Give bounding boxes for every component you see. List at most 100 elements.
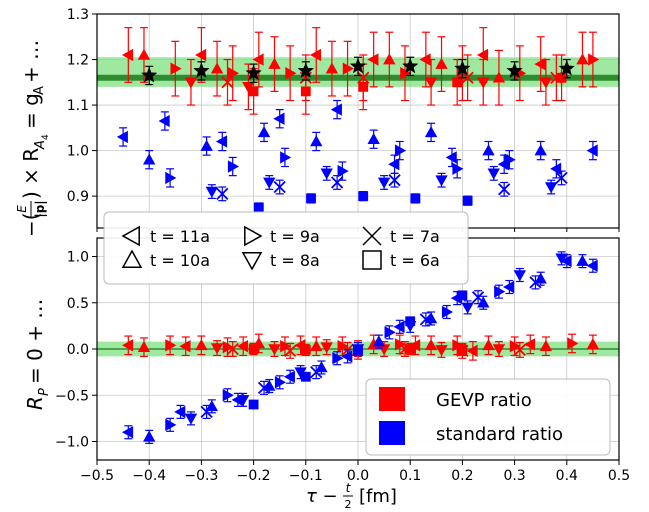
data-point — [300, 371, 311, 382]
data-point — [358, 191, 369, 202]
data-point — [143, 430, 156, 442]
data-point — [200, 405, 213, 419]
data-point — [492, 71, 506, 83]
series-standard-triangle-up — [143, 122, 547, 170]
data-point — [342, 62, 354, 75]
data-point — [216, 187, 229, 200]
data-point — [555, 253, 568, 265]
series-stars — [140, 56, 576, 86]
data-point — [457, 345, 468, 355]
data-point — [487, 168, 500, 180]
data-point — [309, 48, 322, 62]
data-point — [534, 144, 547, 156]
data-point — [137, 340, 151, 352]
data-point — [555, 171, 568, 185]
data-point — [567, 337, 579, 350]
data-point — [544, 182, 558, 194]
x-tick-label: −0.1 — [289, 468, 323, 484]
data-point — [341, 350, 353, 363]
data-point — [419, 313, 432, 326]
ylabel-part: + … — [19, 40, 43, 83]
data-point — [435, 345, 448, 357]
x-tick-label: 0.3 — [503, 468, 525, 484]
y-tick-label: 1.0 — [67, 250, 89, 266]
x-tick-label: −0.5 — [80, 468, 114, 484]
data-point — [310, 135, 323, 147]
x-tick-label: 0.0 — [347, 468, 369, 484]
xlabel-part: τ − — [306, 486, 338, 507]
legend-marker-triangle-left — [121, 225, 140, 247]
data-point — [388, 158, 400, 171]
data-point — [367, 132, 380, 145]
series-gevp-triangle-up — [137, 27, 589, 106]
data-point — [200, 139, 213, 151]
data-point — [248, 344, 259, 354]
data-point — [285, 67, 297, 80]
legend-swatch-gevp — [379, 387, 405, 411]
data-point — [452, 162, 464, 175]
data-point — [539, 77, 553, 89]
star-point — [140, 66, 158, 83]
ylabel-part: |p| — [33, 200, 47, 217]
data-point — [236, 340, 248, 353]
data-point — [121, 48, 134, 62]
data-point — [476, 48, 489, 62]
xlabel-part: [fm] — [359, 486, 397, 507]
y-axis-label-bottom: RP = 0 + … — [23, 299, 52, 410]
ylabel-part: R — [23, 396, 47, 410]
data-point — [268, 57, 281, 69]
legend-marker-x — [362, 226, 382, 246]
data-point — [325, 62, 339, 74]
ylabel-part: E — [15, 205, 29, 213]
data-point — [358, 81, 369, 92]
data-point — [383, 53, 396, 65]
data-point — [394, 144, 407, 157]
series-standard-triangle-right — [165, 284, 506, 432]
data-point — [529, 276, 542, 289]
ylabel-part: = 0 + … — [23, 299, 47, 384]
plot-area — [97, 14, 619, 228]
data-point — [306, 193, 316, 204]
legend-label: t = 7a — [390, 227, 440, 246]
star-point — [349, 57, 367, 74]
data-point — [353, 345, 363, 356]
data-point — [248, 399, 259, 410]
y-tick-label: 0.9 — [67, 189, 89, 205]
data-point — [492, 344, 506, 356]
data-point — [263, 177, 276, 189]
data-point — [143, 153, 156, 165]
data-point — [513, 343, 526, 357]
data-point — [539, 339, 553, 352]
data-point — [274, 376, 287, 389]
data-point — [280, 151, 292, 164]
data-point — [466, 344, 478, 358]
legend-label: GEVP ratio — [436, 390, 532, 411]
data-point — [337, 164, 349, 178]
data-point — [377, 177, 391, 189]
x-tick-label: −0.2 — [237, 468, 271, 484]
panel-bottom: −1.0 −0.5 0.0 0.5 1.0 −0.5 −0.4 −0.3 −0.2 −0.1 0.0… — [55, 237, 630, 484]
star-point — [245, 64, 262, 81]
data-point — [310, 365, 323, 379]
data-point — [384, 326, 396, 339]
data-point — [320, 342, 333, 354]
y-tick-label: 1.0 — [67, 144, 89, 160]
series-gevp-triangle-up — [137, 333, 600, 357]
legend-frame — [365, 378, 611, 456]
data-point — [165, 418, 177, 432]
data-point — [452, 77, 463, 88]
data-point — [222, 389, 234, 402]
xlabel-part: t — [346, 481, 352, 495]
data-point — [273, 112, 285, 125]
y-tick-label: 0.0 — [67, 342, 89, 358]
data-point — [195, 338, 208, 351]
star-point — [193, 62, 210, 78]
data-point — [586, 144, 598, 157]
data-point — [482, 338, 495, 351]
plot-area — [97, 238, 619, 460]
data-point — [513, 270, 526, 282]
series-standard-triangle-right — [165, 140, 516, 188]
data-point — [435, 175, 448, 187]
data-point — [482, 144, 495, 156]
